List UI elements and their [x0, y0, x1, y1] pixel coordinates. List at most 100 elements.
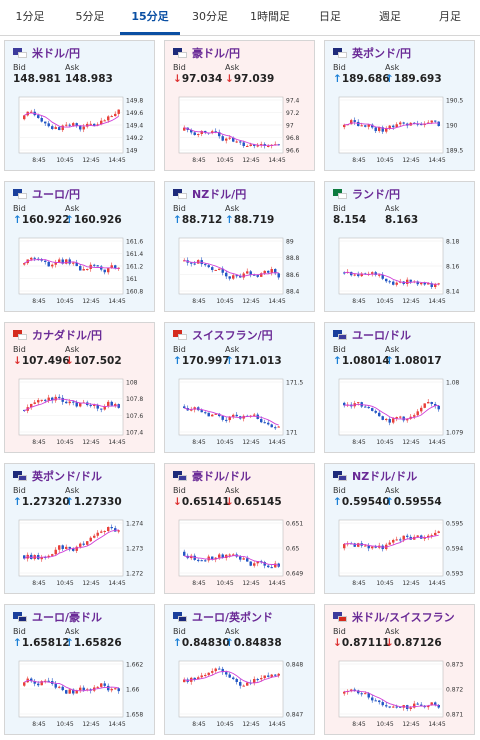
candle-body: [437, 121, 440, 127]
candle-body: [399, 122, 402, 125]
pair-name[interactable]: カナダドル/円: [32, 329, 103, 342]
tab-3[interactable]: 30分足: [192, 10, 228, 23]
candle-body: [367, 124, 370, 127]
pair-card[interactable]: ユーロ/円 Bid Ask ↑160.922 ↑160.926 161.6 161…: [4, 181, 155, 312]
pair-card[interactable]: 米ドル/円 Bid Ask 148.981 148.983 149.8 149.6…: [4, 40, 155, 171]
candle-body: [388, 418, 391, 423]
pair-card[interactable]: ユーロ/ドル Bid Ask ↑1.08014 ↑1.08017 1.08 1.0…: [324, 322, 475, 453]
candle-body: [30, 678, 33, 682]
candle-body: [183, 260, 186, 262]
x-tick-label: 10:45: [216, 580, 233, 587]
pair-card[interactable]: カナダドル/円 Bid Ask ↓107.496 ↓107.502 108 107…: [4, 322, 155, 453]
candle-body: [392, 539, 395, 543]
candle-body: [420, 124, 423, 126]
pair-card[interactable]: 豪ドル/ドル Bid Ask ↓0.65141 ↓0.65145 0.651 0.…: [164, 463, 315, 594]
candle-body: [353, 120, 356, 122]
currency-flag-icon: [333, 189, 347, 199]
pair-name[interactable]: ユーロ/英ポンド: [192, 611, 274, 624]
direction-arrow-icon: ↑: [173, 355, 182, 367]
candle-body: [228, 674, 231, 678]
x-tick-label: 10:45: [56, 298, 73, 305]
tab-1[interactable]: 5分足: [75, 10, 105, 23]
tab-0[interactable]: 1分足: [15, 10, 45, 23]
direction-arrow-icon: ↑: [225, 355, 234, 367]
candle-body: [246, 682, 249, 686]
pair-card[interactable]: ランド/円 Bid Ask 8.154 8.163 8.18 8.16 8.14 8:…: [324, 181, 475, 312]
candle-body: [357, 402, 360, 404]
tab-6[interactable]: 週足: [379, 10, 401, 23]
x-tick-label: 14:45: [268, 721, 285, 728]
candle-body: [395, 706, 398, 708]
pair-card[interactable]: 豪ドル/円 Bid Ask ↓97.034 ↓97.039 97.4 97.2 97…: [164, 40, 315, 171]
bid-price: ↑0.84830: [173, 637, 230, 649]
bid-value: 1.27320: [21, 496, 70, 508]
candle-body: [100, 683, 103, 687]
y-tick-label: 0.651: [286, 521, 303, 528]
candle-body: [197, 134, 200, 136]
x-tick-label: 12:45: [82, 298, 99, 305]
pair-card[interactable]: 英ポンド/ドル Bid Ask ↑1.27320 ↑1.27330 1.274 1…: [4, 463, 155, 594]
card-header: NZドル/ドル: [333, 468, 474, 484]
pair-name[interactable]: NZドル/円: [192, 188, 247, 201]
bid-label: Bid: [13, 486, 26, 495]
candle-body: [54, 683, 57, 688]
card-header: 英ポンド/ドル: [13, 468, 154, 484]
pair-card[interactable]: NZドル/ドル Bid Ask ↑0.59540 ↑0.59554 0.595 0…: [324, 463, 475, 594]
candle-body: [30, 554, 33, 560]
candle-body: [353, 274, 356, 276]
tab-2[interactable]: 15分足: [120, 0, 180, 35]
pair-name[interactable]: ユーロ/豪ドル: [32, 611, 103, 624]
y-tick-label: 8.14: [446, 289, 460, 296]
pair-name[interactable]: 米ドル/スイスフラン: [352, 611, 455, 624]
pair-name[interactable]: 米ドル/円: [32, 47, 81, 60]
ask-value: 1.08017: [393, 355, 442, 367]
ask-price: 8.163: [385, 214, 437, 226]
candle-body: [193, 263, 196, 265]
pair-name[interactable]: ランド/円: [352, 188, 401, 201]
candle-body: [23, 263, 26, 265]
candle-body: [374, 546, 377, 548]
moving-average-line: [344, 122, 439, 130]
candle-body: [47, 680, 50, 682]
pair-name[interactable]: 英ポンド/ドル: [32, 470, 103, 483]
candle-body: [107, 268, 110, 273]
candle-body: [364, 406, 367, 408]
candle-body: [214, 557, 217, 560]
tab-5[interactable]: 日足: [319, 10, 341, 23]
candle-body: [434, 403, 437, 406]
y-tick-label: 1.66: [126, 687, 140, 694]
ask-value: 0.84838: [233, 637, 282, 649]
pair-name[interactable]: NZドル/ドル: [352, 470, 418, 483]
pair-name[interactable]: ユーロ/ドル: [352, 329, 412, 342]
candle-body: [256, 561, 259, 564]
direction-arrow-icon: ↑: [65, 637, 74, 649]
pair-name[interactable]: 豪ドル/ドル: [192, 470, 252, 483]
x-tick-label: 10:45: [56, 580, 73, 587]
bid-label: Bid: [173, 345, 186, 354]
y-tick-label: 8.16: [446, 264, 460, 271]
candle-body: [218, 554, 221, 558]
ask-value: 1.65826: [73, 637, 122, 649]
pair-card[interactable]: NZドル/円 Bid Ask ↑88.712 ↑88.719 89 88.8 88.…: [164, 181, 315, 312]
candle-body: [82, 687, 85, 691]
candle-body: [357, 690, 360, 694]
candle-body: [228, 416, 231, 421]
tab-4[interactable]: 1時間足: [250, 10, 290, 23]
pair-name[interactable]: ユーロ/円: [32, 188, 81, 201]
candle-body: [68, 546, 71, 549]
pair-name[interactable]: 英ポンド/円: [352, 47, 412, 60]
pair-card[interactable]: ユーロ/英ポンド Bid Ask ↑0.84830 ↑0.84838 0.848…: [164, 604, 315, 735]
candle-body: [249, 144, 252, 146]
pair-card[interactable]: 米ドル/スイスフラン Bid Ask ↓0.87111 ↓0.87126 0.8…: [324, 604, 475, 735]
tab-7[interactable]: 月足: [439, 10, 461, 23]
pair-card[interactable]: スイスフラン/円 Bid Ask ↑170.997 ↑171.013 171.5…: [164, 322, 315, 453]
candle-body: [256, 274, 259, 277]
pair-card[interactable]: 英ポンド/円 Bid Ask ↑189.686 ↑189.693 190.5 19…: [324, 40, 475, 171]
pair-name[interactable]: 豪ドル/円: [192, 47, 241, 60]
pair-name[interactable]: スイスフラン/円: [192, 329, 273, 342]
pair-card[interactable]: ユーロ/豪ドル Bid Ask ↑1.65812 ↑1.65826 1.662 1…: [4, 604, 155, 735]
ask-value: 160.926: [73, 214, 122, 226]
candle-body: [409, 707, 412, 710]
y-tick-label: 107.8: [126, 396, 143, 403]
candle-body: [378, 274, 381, 276]
